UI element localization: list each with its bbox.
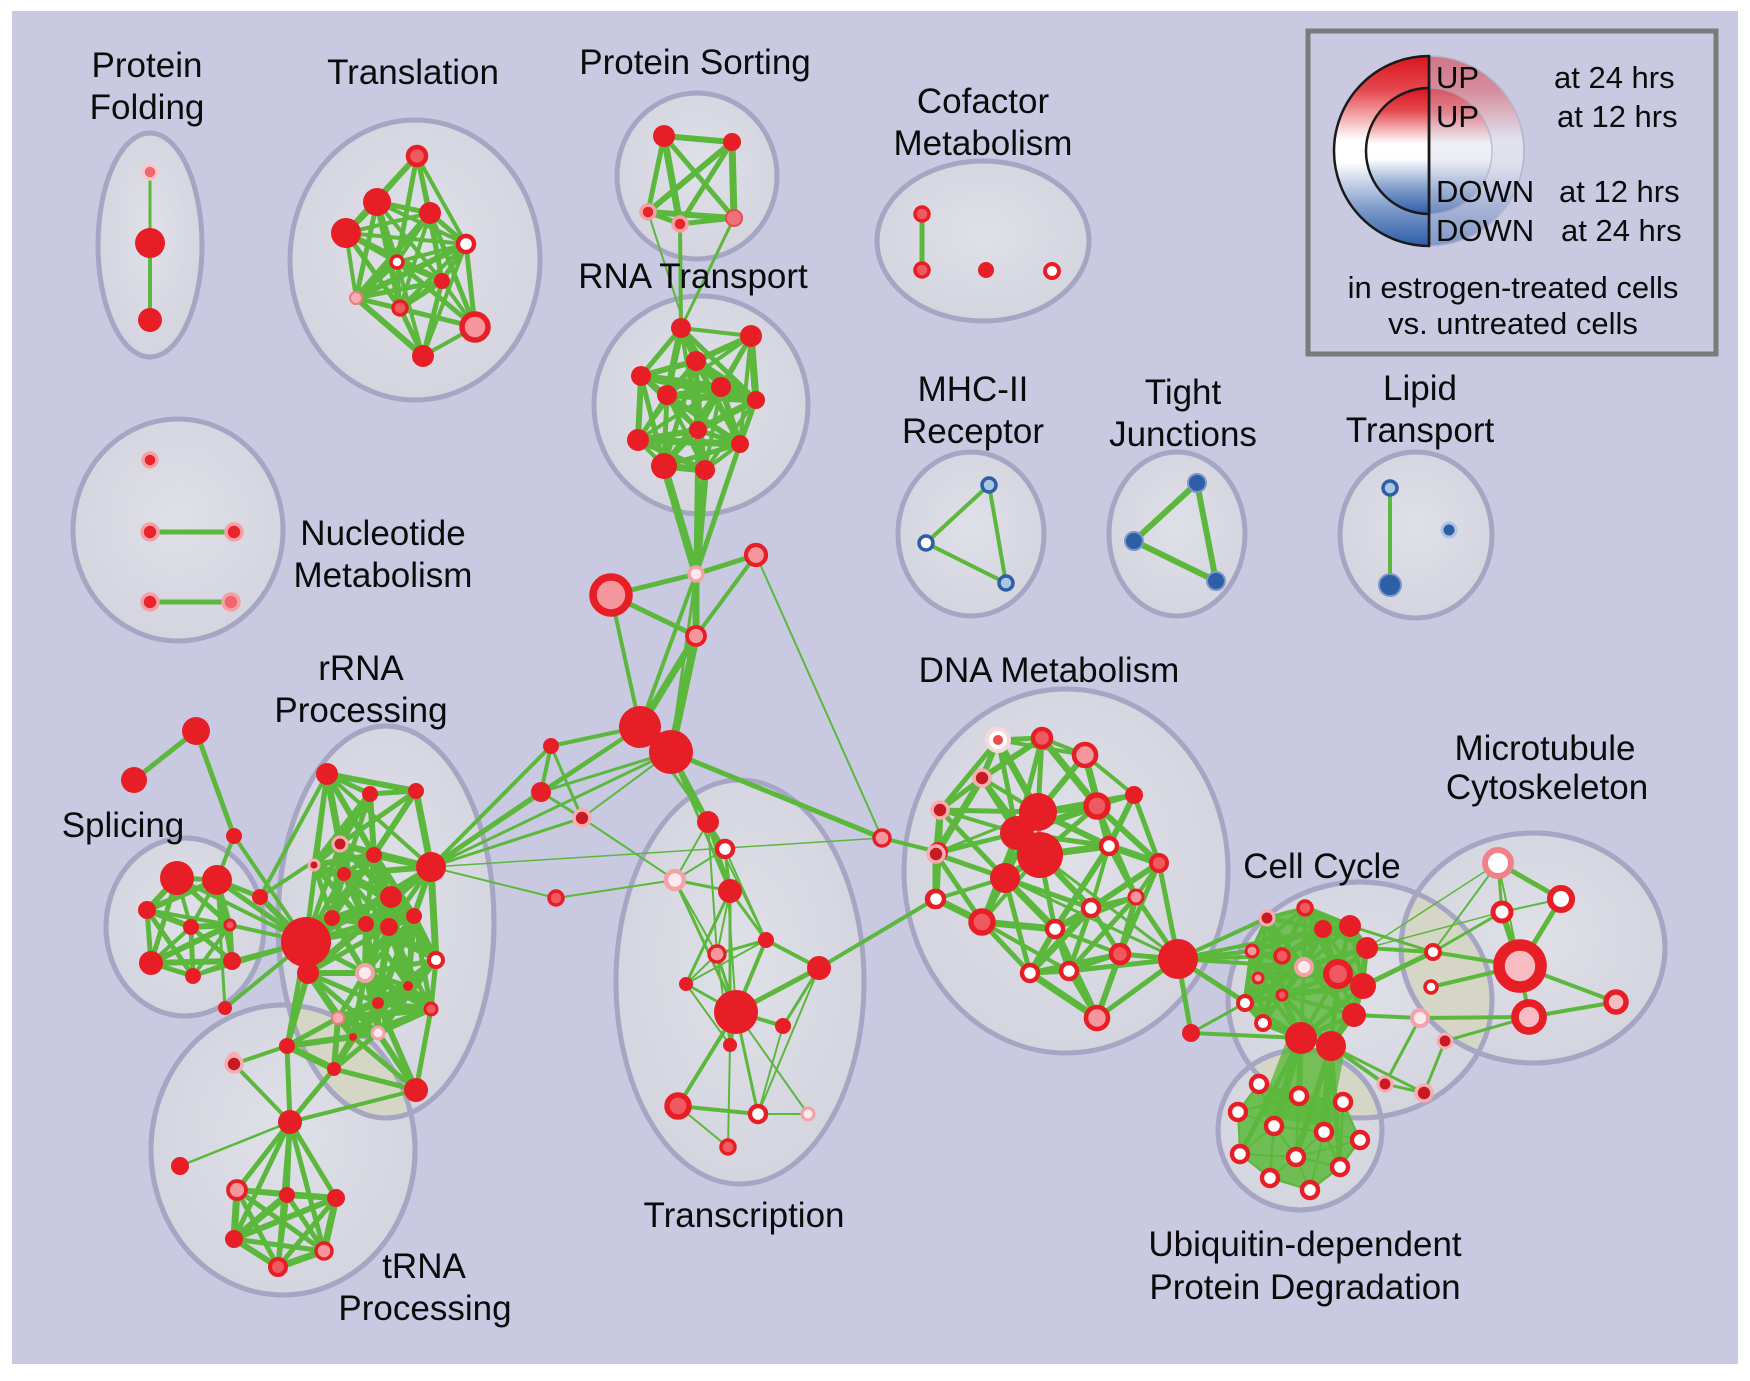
svg-text:Splicing: Splicing <box>62 806 185 845</box>
svg-text:Lipid: Lipid <box>1383 369 1457 408</box>
svg-text:Protein Degradation: Protein Degradation <box>1149 1268 1460 1307</box>
svg-text:Transcription: Transcription <box>644 1196 845 1235</box>
svg-text:Metabolism: Metabolism <box>894 124 1073 163</box>
svg-text:at 12 hrs: at 12 hrs <box>1559 174 1680 209</box>
svg-text:vs. untreated cells: vs. untreated cells <box>1388 306 1638 341</box>
svg-text:Cytoskeleton: Cytoskeleton <box>1446 768 1648 807</box>
svg-text:at 24 hrs: at 24 hrs <box>1561 213 1682 248</box>
svg-text:UP: UP <box>1436 60 1479 95</box>
svg-text:UP: UP <box>1436 99 1479 134</box>
svg-text:Microtubule: Microtubule <box>1455 729 1636 768</box>
svg-text:DOWN: DOWN <box>1436 174 1534 209</box>
svg-text:Cofactor: Cofactor <box>917 82 1050 121</box>
svg-text:at 12 hrs: at 12 hrs <box>1557 99 1678 134</box>
svg-text:DNA Metabolism: DNA Metabolism <box>919 651 1180 690</box>
svg-text:Ubiquitin-dependent: Ubiquitin-dependent <box>1148 1225 1462 1264</box>
svg-text:Processing: Processing <box>274 691 447 730</box>
svg-text:DOWN: DOWN <box>1436 213 1534 248</box>
svg-text:Transport: Transport <box>1346 411 1495 450</box>
svg-text:Cell Cycle: Cell Cycle <box>1243 847 1401 886</box>
svg-text:Translation: Translation <box>327 53 499 92</box>
svg-text:Protein Sorting: Protein Sorting <box>579 43 811 82</box>
svg-text:Metabolism: Metabolism <box>294 556 473 595</box>
svg-text:rRNA: rRNA <box>318 649 404 688</box>
svg-text:Junctions: Junctions <box>1109 415 1257 454</box>
svg-text:RNA Transport: RNA Transport <box>578 257 808 296</box>
svg-text:Folding: Folding <box>90 88 205 127</box>
svg-text:Processing: Processing <box>338 1289 511 1328</box>
svg-text:Receptor: Receptor <box>902 412 1044 451</box>
svg-text:Nucleotide: Nucleotide <box>300 514 465 553</box>
svg-text:Tight: Tight <box>1145 373 1222 412</box>
svg-text:tRNA: tRNA <box>382 1247 466 1286</box>
svg-text:in estrogen-treated cells: in estrogen-treated cells <box>1348 270 1679 305</box>
svg-text:at 24 hrs: at 24 hrs <box>1554 60 1675 95</box>
svg-text:Protein: Protein <box>92 46 203 85</box>
svg-text:MHC-II: MHC-II <box>918 370 1029 409</box>
